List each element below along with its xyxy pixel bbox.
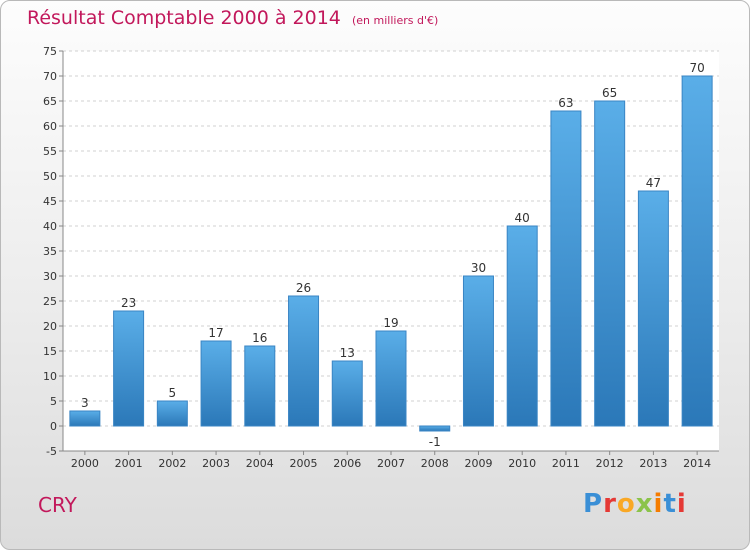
data-label-2010: 40 xyxy=(515,211,530,225)
bar-2002 xyxy=(156,400,188,427)
y-tick-label: 40 xyxy=(43,220,57,233)
data-label-2009: 30 xyxy=(471,261,486,275)
data-label-2004: 16 xyxy=(252,331,267,345)
data-label-2008: -1 xyxy=(429,435,441,449)
data-label-2007: 19 xyxy=(383,316,398,330)
x-tick-label-2003: 2003 xyxy=(202,457,230,470)
logo-letter: o xyxy=(616,489,636,519)
bar-2003 xyxy=(200,340,232,427)
y-tick-label: 35 xyxy=(43,245,57,258)
bar-2008 xyxy=(419,425,451,432)
x-tick-label-2009: 2009 xyxy=(464,457,492,470)
x-tick-label-2008: 2008 xyxy=(421,457,449,470)
data-label-2000: 3 xyxy=(81,396,89,410)
data-label-2003: 17 xyxy=(208,326,223,340)
chart-title: Résultat Comptable 2000 à 2014 (en milli… xyxy=(27,7,438,29)
x-tick-label-2004: 2004 xyxy=(246,457,274,470)
y-tick-label: -5 xyxy=(46,445,57,458)
bar-2009 xyxy=(462,275,494,427)
logo-letter: P xyxy=(583,489,604,519)
bar-2012 xyxy=(594,100,626,427)
y-tick-label: 0 xyxy=(50,420,57,433)
bar-2000 xyxy=(69,410,101,427)
x-tick-label-2011: 2011 xyxy=(552,457,580,470)
x-tick-label-2000: 2000 xyxy=(71,457,99,470)
x-tick-label-2002: 2002 xyxy=(158,457,186,470)
data-label-2014: 70 xyxy=(689,61,704,75)
y-tick-label: 45 xyxy=(43,195,57,208)
y-tick-label: 30 xyxy=(43,270,57,283)
x-tick-label-2010: 2010 xyxy=(508,457,536,470)
y-tick-label: 75 xyxy=(43,45,57,58)
y-tick-label: 5 xyxy=(50,395,57,408)
logo-letter: t xyxy=(663,489,677,519)
chart-subtitle: (en milliers d'€) xyxy=(351,14,439,27)
y-tick-label: 15 xyxy=(43,345,57,358)
bar-2004 xyxy=(244,345,276,427)
x-tick-label-2005: 2005 xyxy=(290,457,318,470)
y-tick-label: 55 xyxy=(43,145,57,158)
data-label-2001: 23 xyxy=(121,296,136,310)
data-label-2012: 65 xyxy=(602,86,617,100)
data-label-2005: 26 xyxy=(296,281,311,295)
proxiti-logo: Proxiti xyxy=(583,489,687,519)
y-tick-label: 65 xyxy=(43,95,57,108)
bar-2001 xyxy=(113,310,145,427)
y-tick-label: 10 xyxy=(43,370,57,383)
logo-letter: i xyxy=(676,489,687,519)
data-label-2013: 47 xyxy=(646,176,661,190)
bar-2014 xyxy=(681,75,713,427)
data-label-2011: 63 xyxy=(558,96,573,110)
y-tick-label: 50 xyxy=(43,170,57,183)
x-tick-label-2001: 2001 xyxy=(115,457,143,470)
data-label-2006: 13 xyxy=(340,346,355,360)
x-tick-label-2014: 2014 xyxy=(683,457,711,470)
commune-name: CRY xyxy=(38,493,77,517)
data-label-2002: 5 xyxy=(169,386,177,400)
x-tick-label-2012: 2012 xyxy=(596,457,624,470)
x-tick-label-2006: 2006 xyxy=(333,457,361,470)
x-tick-label-2007: 2007 xyxy=(377,457,405,470)
y-tick-label: 70 xyxy=(43,70,57,83)
x-tick-label-2013: 2013 xyxy=(639,457,667,470)
bar-2006 xyxy=(331,360,363,427)
bar-2013 xyxy=(637,190,669,427)
bar-2007 xyxy=(375,330,407,427)
y-tick-label: 60 xyxy=(43,120,57,133)
logo-letter: r xyxy=(603,489,617,519)
y-tick-label: 20 xyxy=(43,320,57,333)
chart-title-text: Résultat Comptable 2000 à 2014 xyxy=(27,7,341,29)
bar-2011 xyxy=(550,110,582,427)
y-tick-label: 25 xyxy=(43,295,57,308)
bar-2010 xyxy=(506,225,538,427)
bar-2005 xyxy=(288,295,320,427)
logo-letter: x xyxy=(635,489,654,519)
logo-letter: i xyxy=(653,489,664,519)
